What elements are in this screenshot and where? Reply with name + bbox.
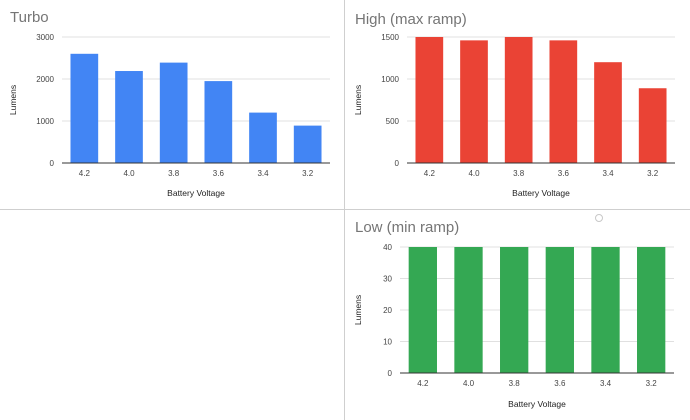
chart-panel-high: High (max ramp) 0 500 1000 1500 4.2 4.0 3.8 3.6 3…	[345, 0, 690, 209]
chart-svg: Turbo 0 1000 2000 3000 4.2 4.0 3.8 3.6 3.4 3.2 Batt…	[8, 9, 330, 198]
bar	[460, 40, 488, 163]
y-tick-label: 3000	[36, 33, 54, 42]
x-tick-label: 4.0	[468, 169, 480, 178]
bar	[204, 81, 233, 163]
y-axis-label: Lumens	[353, 295, 363, 325]
y-tick-label: 0	[395, 159, 400, 168]
chart-svg: High (max ramp) 0 500 1000 1500 4.2 4.0 3.8 3.6 3…	[353, 11, 675, 198]
x-tick-label: 3.4	[257, 169, 269, 178]
y-tick-label: 1000	[381, 75, 399, 84]
y-axis-label: Lumens	[8, 85, 18, 115]
x-tick-label: 4.0	[123, 169, 135, 178]
bar	[504, 37, 533, 163]
bar	[638, 88, 667, 163]
chart-svg: Low (min ramp) 0 10 20 30 40 4.2 4.0 3.8 3.6 3.4 3.…	[353, 214, 674, 409]
bar	[70, 53, 99, 163]
y-tick-label: 0	[50, 159, 55, 168]
x-axis-label: Battery Voltage	[512, 188, 570, 198]
x-tick-label: 3.2	[646, 379, 658, 388]
x-tick-label: 3.4	[602, 169, 614, 178]
x-axis-label: Battery Voltage	[508, 399, 566, 409]
x-axis-label: Battery Voltage	[167, 188, 225, 198]
y-tick-label: 1000	[36, 117, 54, 126]
bar	[545, 247, 574, 373]
y-tick-label: 0	[388, 369, 393, 378]
chart-title: Turbo	[10, 9, 49, 26]
bar	[115, 71, 143, 163]
y-axis-label: Lumens	[353, 85, 363, 115]
y-tick-label: 2000	[36, 75, 54, 84]
x-tick-label: 3.6	[213, 169, 225, 178]
bar	[249, 112, 277, 163]
x-tick-label: 4.2	[424, 169, 436, 178]
bar	[415, 37, 444, 163]
x-tick-label: 4.2	[417, 379, 429, 388]
bar	[549, 40, 578, 163]
y-tick-label: 20	[383, 306, 392, 315]
y-tick-label: 1500	[381, 33, 399, 42]
y-tick-label: 500	[386, 117, 400, 126]
x-tick-label: 3.8	[509, 379, 521, 388]
y-tick-label: 40	[383, 243, 392, 252]
y-tick-label: 30	[383, 275, 392, 284]
x-tick-label: 3.6	[558, 169, 570, 178]
x-tick-label: 3.2	[302, 169, 314, 178]
bar	[637, 247, 666, 373]
x-tick-label: 3.4	[600, 379, 612, 388]
x-tick-label: 4.0	[463, 379, 475, 388]
cursor-circle-icon	[595, 214, 603, 222]
bar	[500, 247, 529, 373]
bar	[594, 62, 622, 164]
bar	[591, 247, 620, 373]
bar	[293, 125, 322, 163]
empty-panel	[0, 210, 344, 420]
y-tick-label: 10	[383, 338, 392, 347]
bar	[408, 247, 437, 373]
x-tick-label: 3.8	[513, 169, 525, 178]
bar	[159, 62, 188, 164]
chart-panel-low: Low (min ramp) 0 10 20 30 40 4.2 4.0 3.8 3.6 3.4 3.…	[345, 210, 690, 420]
x-tick-label: 3.6	[554, 379, 566, 388]
chart-panel-turbo: Turbo 0 1000 2000 3000 4.2 4.0 3.8 3.6 3.4 3.2 Batt…	[0, 0, 344, 209]
x-tick-label: 4.2	[79, 169, 91, 178]
x-tick-label: 3.8	[168, 169, 180, 178]
chart-title: Low (min ramp)	[355, 219, 459, 236]
chart-title: High (max ramp)	[355, 11, 467, 28]
x-tick-label: 3.2	[647, 169, 659, 178]
bar	[454, 247, 483, 373]
